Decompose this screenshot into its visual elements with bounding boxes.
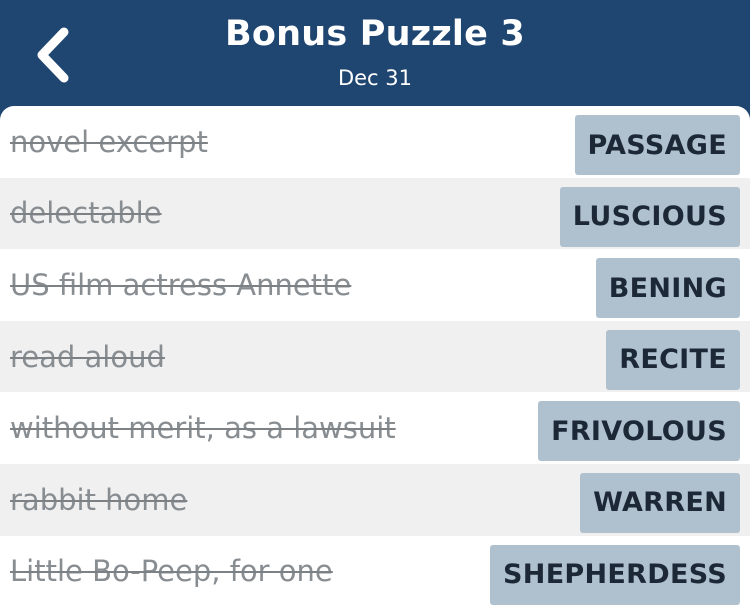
clue-row[interactable]: Little Bo-Peep, for one SHEPHERDESS xyxy=(0,536,750,608)
answer-tile[interactable]: WARREN xyxy=(580,472,740,533)
clue-row[interactable]: rabbit home WARREN xyxy=(0,463,750,536)
clue-text: novel excerpt xyxy=(10,124,208,159)
clue-row[interactable]: without merit, as a lawsuit FRIVOLOUS xyxy=(0,392,750,464)
clue-text: Little Bo-Peep, for one xyxy=(10,554,333,589)
back-button[interactable] xyxy=(30,26,80,84)
chevron-left-icon xyxy=(37,27,69,83)
clue-text: rabbit home xyxy=(10,482,188,517)
clue-list: novel excerpt PASSAGE delectable LUSCIOUS US… xyxy=(0,106,750,610)
page-subtitle: Dec 31 xyxy=(337,66,413,90)
header: Bonus Puzzle 3 Dec 31 xyxy=(0,0,750,110)
clue-text: US film actress Annette xyxy=(10,267,352,302)
answer-tile[interactable]: RECITE xyxy=(606,329,740,390)
answer-tile[interactable]: SHEPHERDESS xyxy=(490,544,740,605)
answer-tile[interactable]: LUSCIOUS xyxy=(559,186,740,247)
clue-row[interactable]: US film actress Annette BENING xyxy=(0,249,750,321)
clue-text: delectable xyxy=(10,196,162,231)
answer-tile[interactable]: FRIVOLOUS xyxy=(538,401,740,462)
clue-row[interactable]: novel excerpt PASSAGE xyxy=(0,106,750,178)
answer-tile[interactable]: BENING xyxy=(595,258,740,319)
clue-row[interactable]: delectable LUSCIOUS xyxy=(0,177,750,250)
answer-tile[interactable]: PASSAGE xyxy=(574,115,740,175)
clue-text: read aloud xyxy=(10,339,165,374)
page-title: Bonus Puzzle 3 xyxy=(225,14,525,54)
clue-text: without merit, as a lawsuit xyxy=(10,411,396,446)
clue-row[interactable]: read aloud RECITE xyxy=(0,320,750,393)
